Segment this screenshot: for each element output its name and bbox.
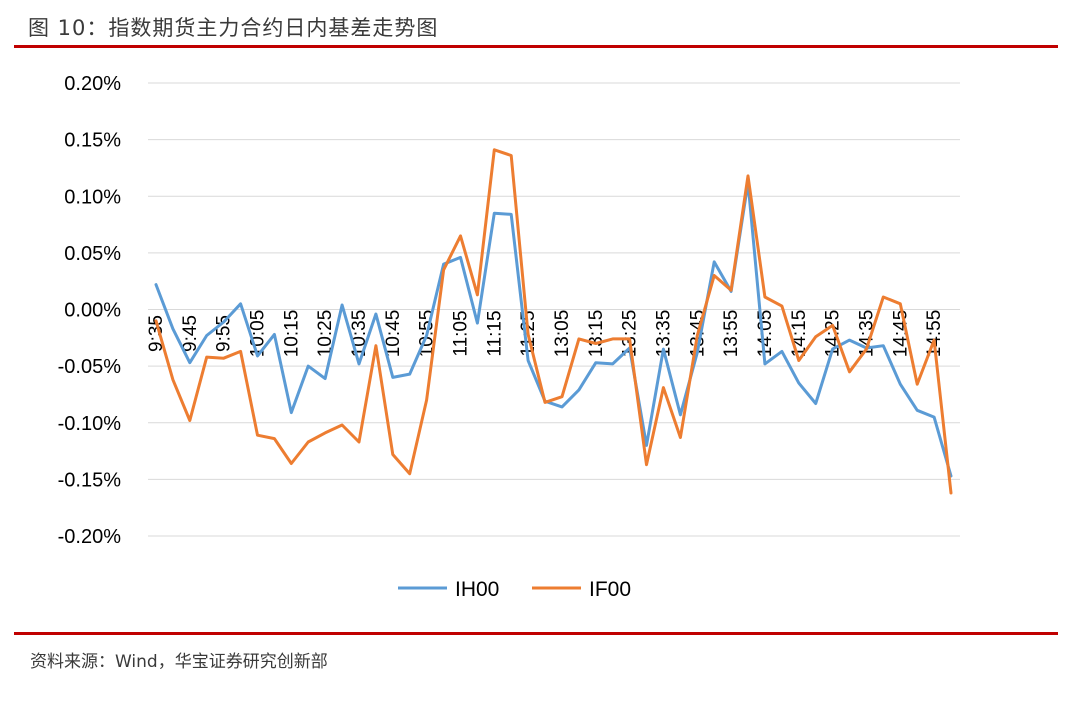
title-divider bbox=[14, 45, 1058, 48]
x-tick-label: 10:45 bbox=[383, 310, 404, 358]
x-tick-label: 14:45 bbox=[890, 310, 911, 358]
footer-divider bbox=[14, 632, 1058, 635]
y-tick-label: 0.20% bbox=[64, 73, 121, 95]
y-tick-label: 0.00% bbox=[64, 300, 121, 322]
x-tick-label: 10:15 bbox=[281, 310, 302, 358]
series-line-ih00 bbox=[154, 181, 953, 478]
x-tick-label: 13:55 bbox=[721, 310, 742, 358]
x-tick-label: 10:35 bbox=[349, 310, 370, 358]
y-tick-label: 0.10% bbox=[64, 186, 121, 208]
x-tick-label: 14:05 bbox=[755, 310, 776, 358]
x-tick-label: 11:05 bbox=[450, 310, 471, 356]
y-tick-label: 0.05% bbox=[64, 243, 121, 265]
x-tick-label: 10:25 bbox=[315, 310, 336, 358]
x-tick-label: 13:25 bbox=[620, 310, 641, 358]
series-lines bbox=[154, 148, 953, 495]
y-tick-label: -0.05% bbox=[58, 356, 122, 378]
y-tick-label: -0.20% bbox=[58, 526, 122, 548]
y-axis: 0.20% 0.15% 0.10% 0.05% 0.00% -0.05% -0.10% -0.… bbox=[58, 73, 122, 548]
x-tick-label: 13:35 bbox=[653, 310, 674, 358]
gridlines bbox=[148, 82, 960, 537]
x-tick-label: 13:15 bbox=[586, 310, 607, 358]
x-tick-label: 11:15 bbox=[484, 310, 505, 356]
chart-title: 图 10：指数期货主力合约日内基差走势图 bbox=[28, 16, 439, 40]
y-tick-label: -0.10% bbox=[58, 413, 122, 435]
legend-label-if00: IF00 bbox=[589, 578, 631, 601]
series-line-if00 bbox=[154, 148, 953, 495]
x-tick-label: 9:45 bbox=[180, 315, 201, 352]
basis-line-chart: 0.20% 0.15% 0.10% 0.05% 0.00% -0.05% -0.10% -0.… bbox=[58, 73, 960, 601]
x-tick-label: 13:05 bbox=[552, 310, 573, 358]
y-tick-label: 0.15% bbox=[64, 130, 121, 152]
legend-label-ih00: IH00 bbox=[455, 578, 499, 601]
source-note: 资料来源：Wind，华宝证券研究创新部 bbox=[30, 652, 328, 672]
x-axis: 9:35 9:45 9:55 10:05 10:15 10:25 10:35 10:45 10:… bbox=[146, 310, 945, 358]
x-tick-label: 14:55 bbox=[924, 310, 945, 358]
y-tick-label: -0.15% bbox=[58, 469, 122, 491]
legend: IH00 IF00 bbox=[398, 578, 631, 601]
